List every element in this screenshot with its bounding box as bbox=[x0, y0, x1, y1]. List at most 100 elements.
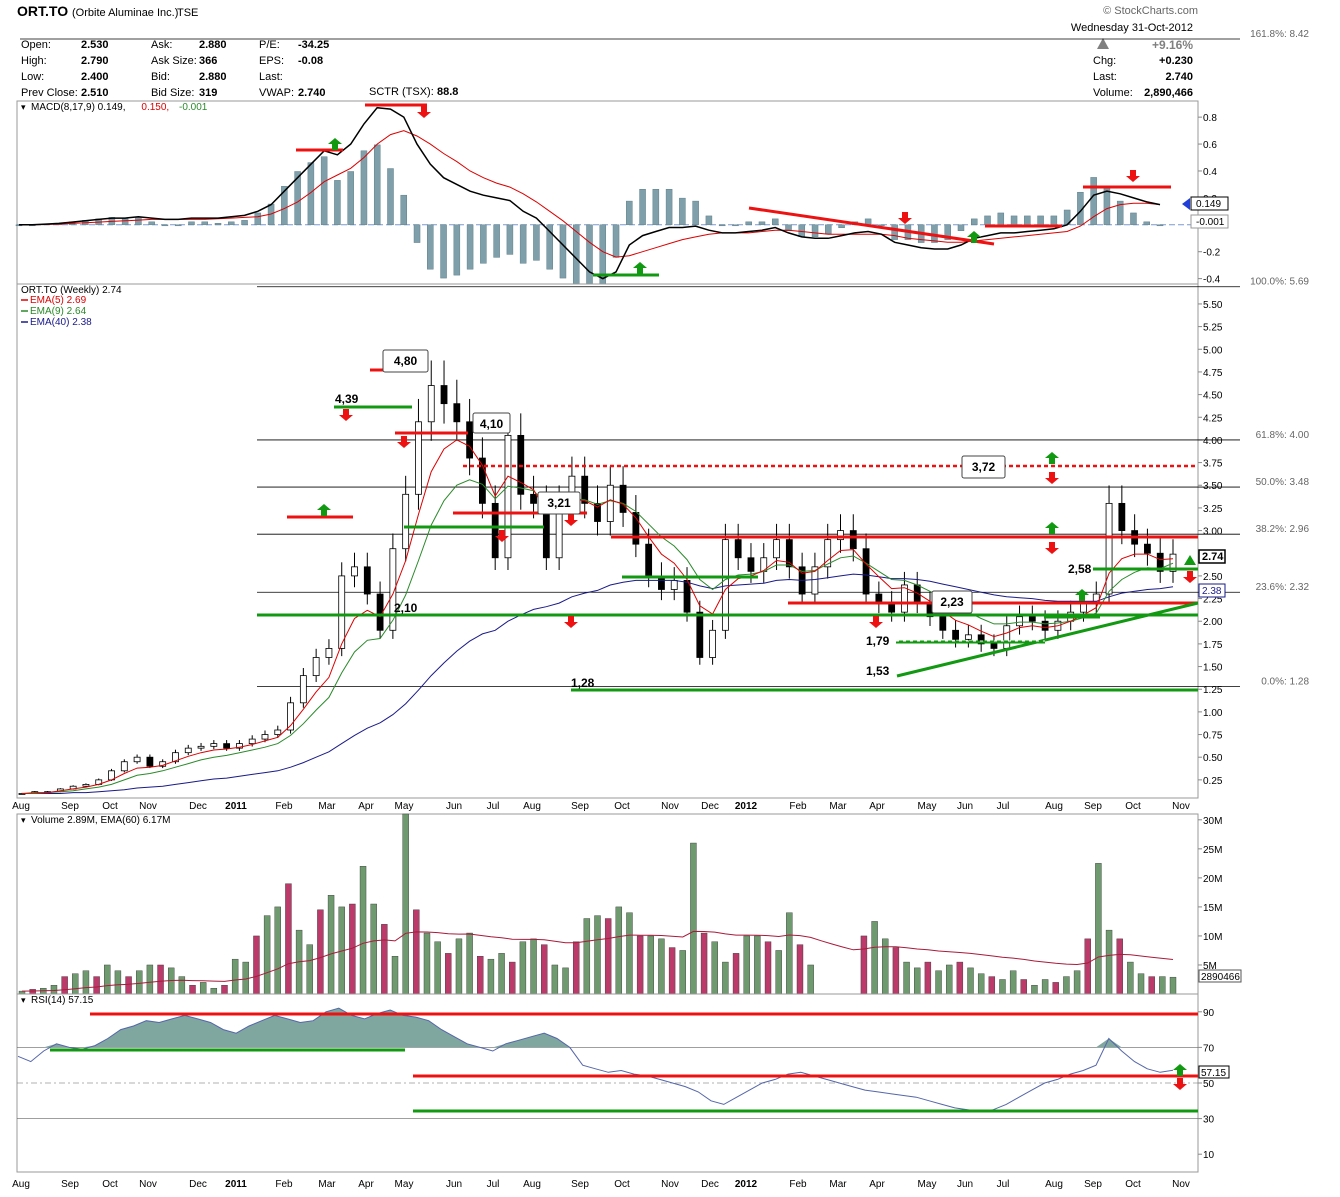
x-axis-label: Dec bbox=[701, 801, 719, 812]
volume-bar bbox=[519, 941, 527, 995]
macd-panel: 0.80.60.40.2-0.2-0.4▾MACD(8,17,9) 0.149,… bbox=[15, 100, 1229, 291]
macd-hist-bar bbox=[546, 224, 553, 270]
macd-hist-bar bbox=[612, 224, 620, 258]
quote-cell: Low: bbox=[21, 71, 44, 83]
macd-hist-bar bbox=[281, 186, 288, 226]
volume-bar bbox=[381, 924, 388, 995]
volume-bar bbox=[455, 938, 463, 995]
candle-body bbox=[274, 729, 282, 735]
volume-bar bbox=[306, 944, 313, 995]
quote-cell: Volume: bbox=[1093, 87, 1133, 99]
macd-hist-bar bbox=[174, 224, 182, 227]
annotation-label: 1,79 bbox=[866, 634, 890, 648]
volume-bar bbox=[1020, 979, 1027, 995]
x-axis-label: Jun bbox=[446, 1179, 462, 1190]
candle-body bbox=[210, 743, 218, 747]
macd-hist-bar bbox=[798, 224, 806, 237]
y-tick-label: 70 bbox=[1203, 1043, 1215, 1054]
x-axis-label: Jul bbox=[997, 801, 1010, 812]
annotation-label: 2,23 bbox=[940, 595, 964, 609]
volume-bar bbox=[988, 976, 996, 995]
volume-bar bbox=[93, 976, 100, 995]
legend-item: -0.001 bbox=[179, 102, 208, 113]
volume-bar bbox=[594, 915, 601, 995]
down-arrow-icon bbox=[1045, 472, 1059, 484]
macd-hist-bar bbox=[718, 224, 726, 227]
candle-body bbox=[236, 743, 243, 749]
quote-cell: 2.530 bbox=[81, 39, 109, 51]
volume-bar bbox=[1073, 970, 1081, 995]
candle-body bbox=[1028, 616, 1036, 622]
annotation-label: 1,28 bbox=[571, 676, 595, 690]
volume-bar bbox=[50, 985, 58, 995]
candle-body bbox=[325, 648, 333, 658]
candle-body bbox=[862, 548, 870, 595]
macd-hist-bar bbox=[121, 218, 129, 226]
candle-body bbox=[824, 539, 832, 568]
y-tick-label: 15M bbox=[1203, 903, 1222, 914]
x-axis-label: 2012 bbox=[735, 1179, 758, 1190]
macd-hist-bar bbox=[1130, 212, 1137, 226]
volume-bar bbox=[572, 941, 580, 995]
quote-cell: High: bbox=[21, 55, 47, 67]
x-axis-label: 2011 bbox=[225, 1179, 247, 1190]
macd-hist-bar bbox=[838, 224, 845, 229]
volume-bar bbox=[956, 961, 964, 995]
candle-body bbox=[82, 784, 90, 787]
macd-hist-bar bbox=[228, 221, 235, 226]
macd-hist-bar bbox=[771, 218, 779, 226]
up-arrow-icon bbox=[1075, 589, 1089, 601]
x-axis-label: Feb bbox=[275, 801, 293, 812]
volume-bar bbox=[690, 842, 697, 995]
candle-body bbox=[197, 745, 205, 749]
legend-item: 0.150, bbox=[141, 102, 169, 113]
y-tick-label: 10 bbox=[1203, 1150, 1215, 1161]
candle-body bbox=[734, 539, 742, 559]
y-tick-label: 25M bbox=[1203, 845, 1222, 856]
volume-bar bbox=[775, 950, 782, 995]
x-axis-label: Feb bbox=[789, 801, 807, 812]
quote-cell: Bid Size: bbox=[151, 87, 194, 99]
x-axis-label: Oct bbox=[614, 801, 630, 812]
y-tick-label: 0.50 bbox=[1203, 753, 1223, 764]
fib-level-label: 100.0%: 5.69 bbox=[1250, 277, 1309, 288]
candle-body bbox=[849, 530, 857, 550]
macd-hist-bar bbox=[161, 224, 169, 227]
candle-body bbox=[1169, 553, 1177, 572]
fib-level-label: 61.8%: 4.00 bbox=[1256, 430, 1310, 441]
volume-bar bbox=[391, 956, 399, 995]
down-arrow-icon bbox=[417, 106, 431, 118]
candle-body bbox=[248, 738, 256, 745]
y-tick-label: 2.50 bbox=[1203, 572, 1223, 583]
quote-cell: Last: bbox=[259, 71, 283, 83]
volume-bar bbox=[370, 903, 377, 995]
y-tick-label: 0.75 bbox=[1203, 731, 1223, 742]
candle-body bbox=[696, 611, 704, 658]
quote-cell: Ask Size: bbox=[151, 55, 197, 67]
pct-change: +9.16% bbox=[1152, 38, 1193, 52]
candle-body bbox=[785, 539, 793, 568]
ema40-line bbox=[22, 573, 1174, 794]
x-axis-label: Sep bbox=[571, 801, 589, 812]
volume-bar bbox=[1063, 976, 1070, 995]
volume-bar bbox=[743, 935, 750, 995]
candle-body bbox=[133, 756, 141, 763]
volume-bar bbox=[892, 947, 900, 995]
volume-bar bbox=[1116, 938, 1123, 995]
annotation-label: 4,80 bbox=[394, 354, 418, 368]
rsi-panel: 90 70 50 30 10 ▾ RSI(14) 57.15 57.15 Aug Sep Oct No… bbox=[12, 993, 1230, 1190]
macd-hist-bar bbox=[984, 215, 991, 226]
volume-bar bbox=[402, 813, 409, 995]
quote-cell: 366 bbox=[199, 55, 217, 67]
x-axis-label: May bbox=[918, 1179, 937, 1190]
x-axis-label: Sep bbox=[1084, 801, 1102, 812]
candle-body bbox=[606, 484, 614, 522]
macd-hist-bar bbox=[135, 217, 142, 226]
y-tick-label: 5.50 bbox=[1203, 300, 1223, 311]
volume-bar bbox=[700, 932, 708, 995]
candle-body bbox=[389, 548, 397, 631]
y-tick-label: 2.00 bbox=[1203, 617, 1223, 628]
ema40-box bbox=[1198, 583, 1226, 598]
macd-hist-bar bbox=[307, 162, 315, 226]
quote-cell: 2.790 bbox=[81, 55, 109, 67]
